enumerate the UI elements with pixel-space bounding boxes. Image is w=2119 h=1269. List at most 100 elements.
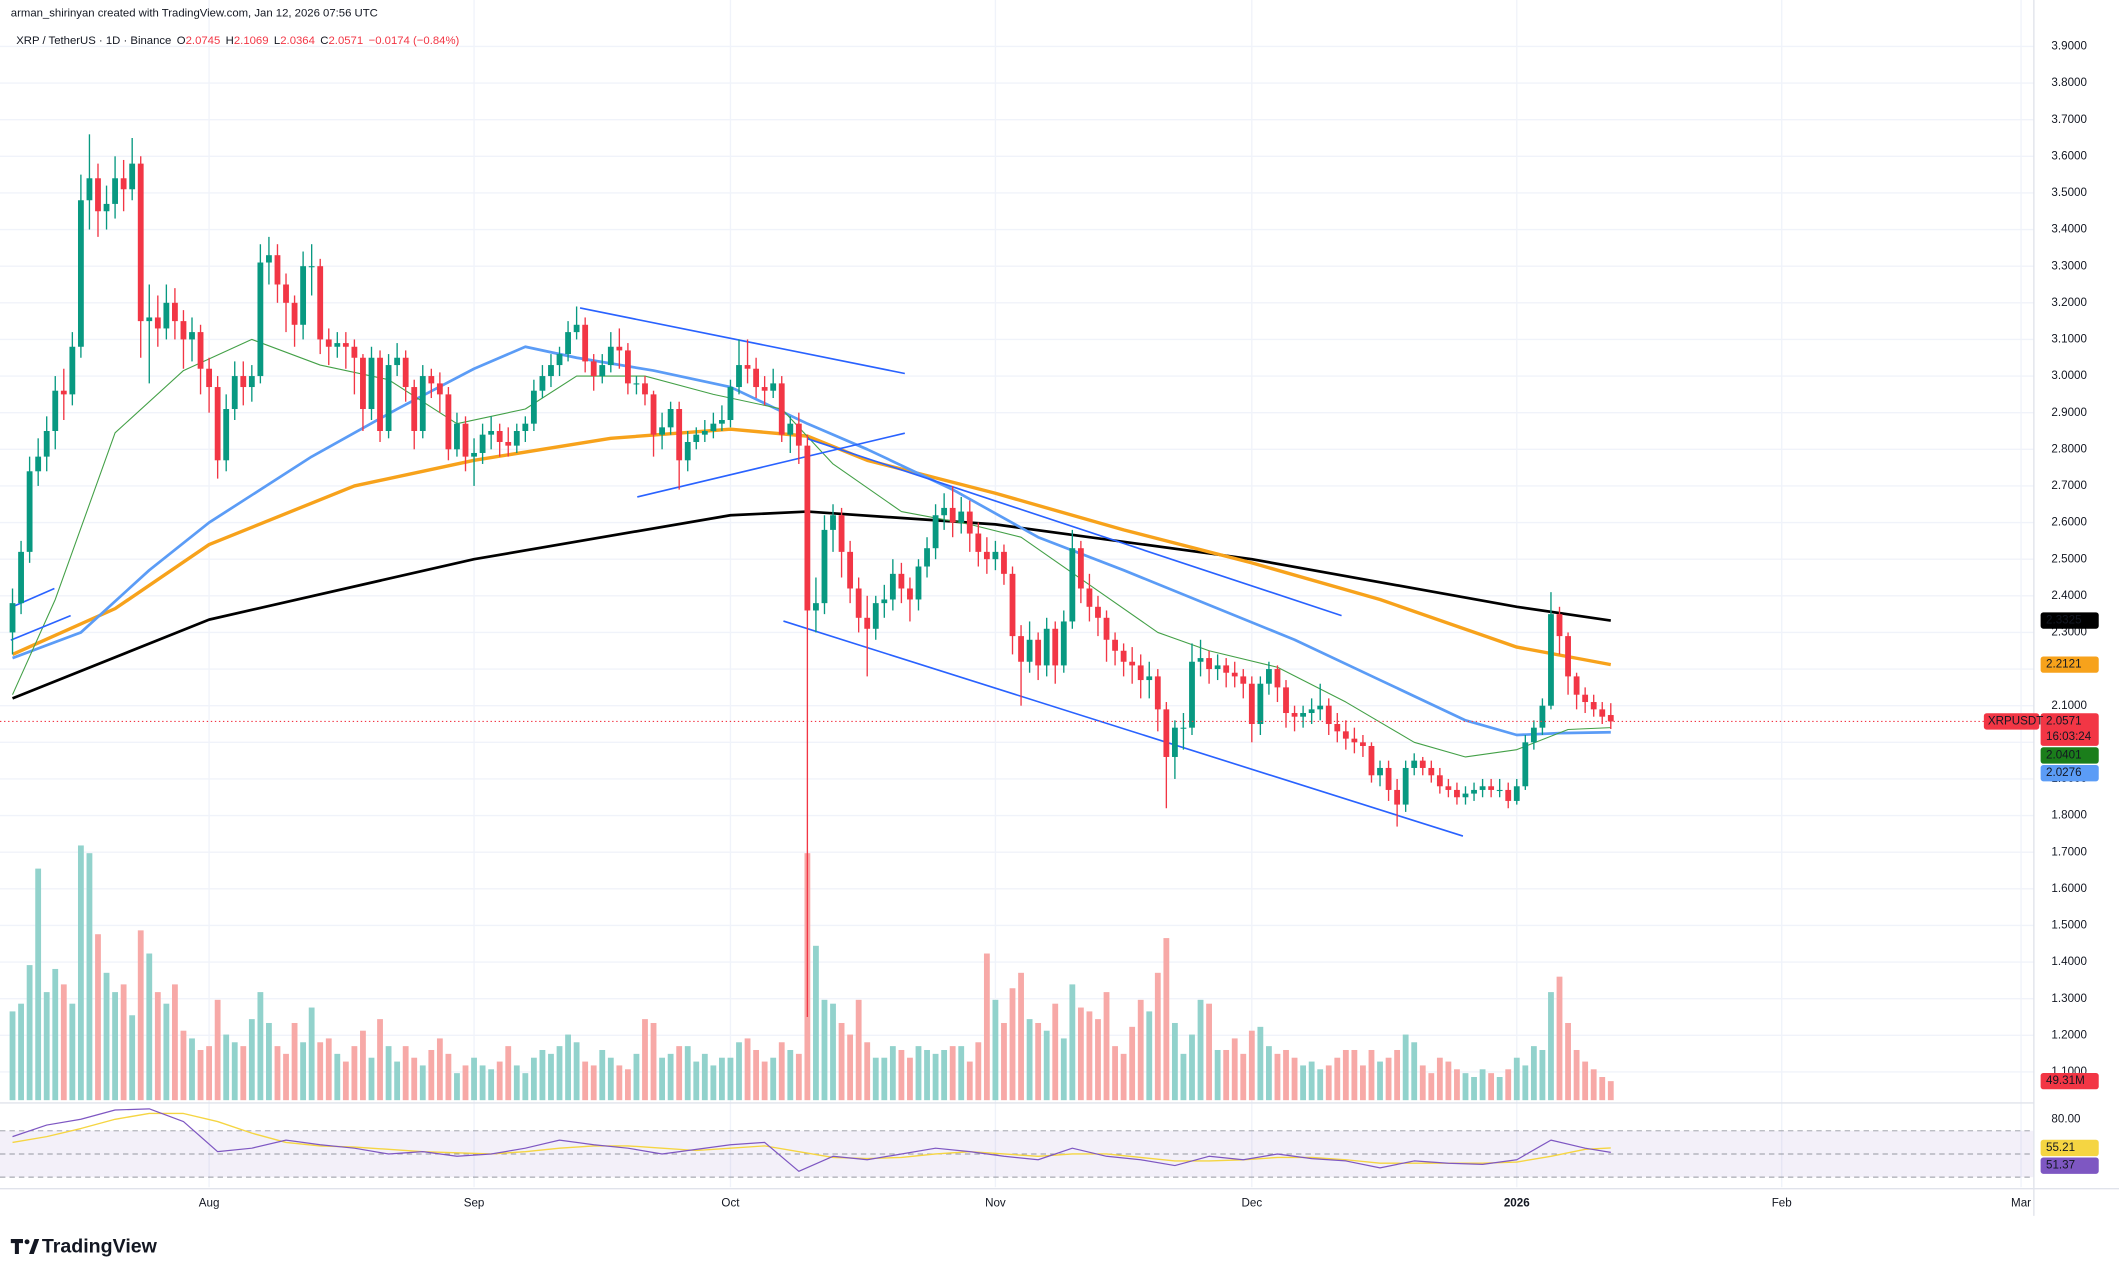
candle-body (180, 321, 187, 340)
volume-bar (513, 1065, 520, 1101)
volume-bar (1197, 999, 1204, 1101)
volume-bar (496, 1061, 503, 1101)
candle-body (719, 420, 725, 424)
volume-bar (385, 1046, 392, 1101)
volume-bar (1069, 984, 1076, 1101)
volume-bar (684, 1046, 691, 1101)
volume-bar (411, 1057, 418, 1101)
volume-bar (813, 945, 819, 1101)
candle-body (864, 617, 871, 629)
volume-bar (710, 1065, 717, 1101)
candle-body (1462, 793, 1469, 798)
volume-bar (291, 1022, 298, 1101)
candle-body (1590, 702, 1597, 710)
logo: TradingView (10, 1235, 158, 1257)
volume-bar (1266, 1046, 1272, 1101)
candle-body (1419, 760, 1426, 768)
trendline (637, 432, 906, 498)
candle-body (1180, 727, 1187, 729)
candle-body (590, 361, 597, 377)
candle-body (189, 332, 195, 340)
candle-body (172, 302, 178, 322)
volume-bar (1334, 1057, 1341, 1101)
volume-bar (43, 992, 50, 1101)
volume-bar (941, 1049, 948, 1101)
candle-body (1283, 687, 1289, 714)
volume-bar (214, 999, 221, 1101)
ma-badge-text: 2.3325 (2046, 614, 2082, 627)
x-tick-label: Mar (2011, 1197, 2031, 1210)
candle-body (1599, 709, 1606, 717)
candle-body (1471, 789, 1477, 794)
symbol: XRP / TetherUS · 1D · Binance (16, 35, 171, 47)
volume-bar (60, 984, 67, 1101)
candle-body (855, 588, 862, 618)
candle-body (1206, 658, 1212, 670)
candle-body (753, 368, 760, 388)
volume-bar (120, 984, 127, 1101)
candle-body (43, 430, 50, 457)
volume-bar (855, 999, 862, 1101)
volume-bar (1436, 1057, 1443, 1101)
y-tick-label: 1.7000 (2051, 845, 2087, 858)
volume-bar (1180, 1053, 1187, 1101)
candle-body (607, 346, 614, 366)
volume-bar (736, 1042, 742, 1101)
candle-body (1342, 731, 1349, 739)
volume-bar (539, 1049, 546, 1101)
candle-body (907, 588, 913, 600)
volume-bar (1402, 1034, 1409, 1101)
candle-body (86, 178, 93, 201)
volume-bar (1009, 988, 1016, 1101)
ma-badge-text: 2.0276 (2046, 766, 2082, 779)
volume-bar (1035, 1022, 1042, 1101)
volume-bar (488, 1069, 495, 1101)
candle-body (548, 365, 554, 377)
volume-bar (1385, 1057, 1392, 1101)
candle-body (1582, 694, 1589, 703)
volume-bar (1496, 1077, 1503, 1101)
y-tick-label: 1.6000 (2051, 882, 2087, 895)
candle-body (1001, 551, 1007, 574)
candle-body (1120, 650, 1127, 662)
last-price-badge-text: 16:03:24 (2046, 730, 2092, 743)
candle-body (103, 203, 110, 212)
candle-body (1223, 665, 1230, 673)
volume-bar (266, 1022, 272, 1101)
y-tick-label: 2.1000 (2051, 699, 2087, 712)
volume-pane (9, 845, 1614, 1101)
volume-bar (1129, 1026, 1136, 1101)
candle-body (898, 573, 905, 589)
ma-badge-text: 2.2121 (2046, 658, 2082, 671)
volume-bar (163, 1003, 170, 1101)
volume-bar (1248, 1030, 1255, 1101)
volume-bar (1351, 1049, 1358, 1101)
y-tick-label: 1.3000 (2051, 992, 2087, 1005)
volume-bar (1274, 1053, 1281, 1101)
candle-body (1103, 617, 1110, 640)
candle-body (95, 178, 101, 212)
volume-bar (1479, 1069, 1486, 1101)
y-tick-label: 2.8000 (2051, 442, 2087, 455)
candle-body (1505, 789, 1512, 801)
volume-bar (360, 1030, 366, 1101)
y-tick-label: 3.9000 (2051, 39, 2087, 52)
candle-body (1069, 548, 1076, 622)
volume-bar (650, 1022, 657, 1101)
volume-bar (599, 1049, 606, 1101)
candle-body (1556, 614, 1563, 637)
candle-body (778, 383, 785, 435)
symbol-badge-text: XRPUSDT (1988, 714, 2043, 727)
candle-body (830, 515, 836, 530)
volume-bar (659, 1057, 665, 1101)
volume-bar (590, 1065, 597, 1101)
volume-bar (1317, 1069, 1324, 1101)
candle-body (300, 266, 307, 325)
candle-body (821, 529, 828, 604)
candle-body (1522, 742, 1529, 787)
y-tick-label: 3.5000 (2051, 186, 2087, 199)
candle-body (522, 423, 529, 431)
volume-bar (274, 1046, 281, 1101)
candle-body (1548, 614, 1554, 706)
